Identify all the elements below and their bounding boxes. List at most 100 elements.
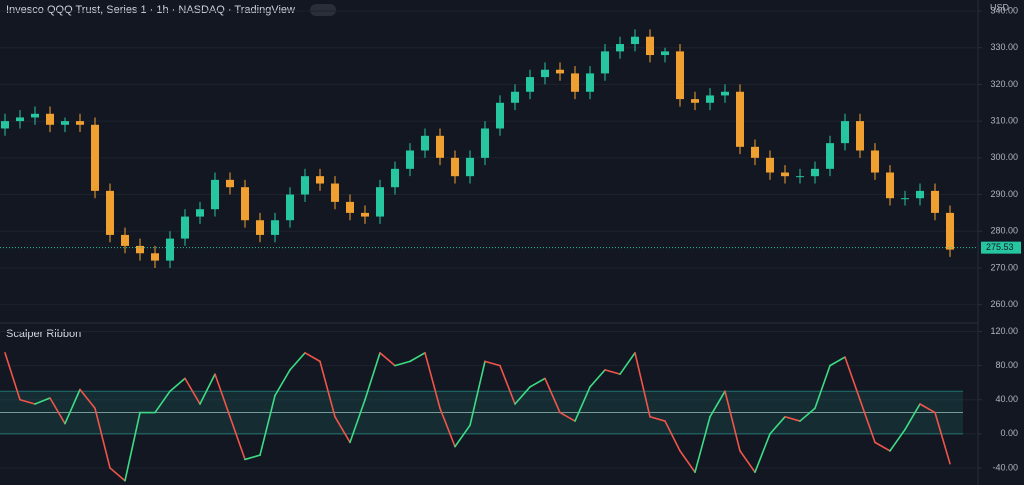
candle-body bbox=[331, 183, 339, 202]
y-tick-label: 330.00 bbox=[990, 42, 1018, 52]
ribbon-segment bbox=[814, 364, 831, 410]
candle-body bbox=[346, 201, 354, 213]
candle-body bbox=[526, 77, 534, 92]
ribbon-segment bbox=[739, 450, 756, 474]
ribbon-segment bbox=[409, 352, 426, 363]
candle-body bbox=[811, 168, 819, 177]
candle-body bbox=[406, 150, 414, 169]
ribbon-segment bbox=[709, 390, 726, 418]
ribbon-segment bbox=[469, 360, 486, 427]
candle-body bbox=[301, 176, 309, 195]
ribbon-segment bbox=[484, 360, 501, 367]
ribbon-segment bbox=[379, 352, 396, 367]
ribbon-segment bbox=[289, 352, 306, 371]
candle-body bbox=[721, 91, 729, 96]
ribbon-segment bbox=[559, 411, 576, 422]
ribbon-segment bbox=[769, 415, 786, 435]
y-tick-label: 340.00 bbox=[990, 5, 1018, 15]
ribbon-segment bbox=[634, 352, 651, 418]
candle-body bbox=[706, 95, 714, 103]
candle-body bbox=[766, 157, 774, 173]
y-tick-label: 300.00 bbox=[990, 152, 1018, 162]
ribbon-segment bbox=[439, 407, 456, 448]
candle-body bbox=[136, 245, 144, 254]
candle-body bbox=[46, 113, 54, 125]
ribbon-segment bbox=[229, 415, 246, 461]
candle-body bbox=[781, 172, 789, 177]
ribbon-segment bbox=[844, 356, 861, 401]
ribbon-segment bbox=[124, 411, 141, 482]
candle-body bbox=[391, 168, 399, 188]
candle-body bbox=[511, 91, 519, 103]
ribbon-segment bbox=[664, 420, 681, 452]
candle-body bbox=[631, 36, 639, 45]
ribbon-segment bbox=[334, 415, 351, 444]
ribbon-segment bbox=[4, 352, 21, 401]
ribbon-segment bbox=[109, 467, 126, 482]
candle-body bbox=[481, 128, 489, 158]
ribbon-segment bbox=[589, 369, 606, 388]
ribbon-segment bbox=[859, 398, 876, 444]
last-price-box bbox=[981, 241, 1021, 254]
ribbon-segment bbox=[154, 390, 171, 414]
candle-body bbox=[106, 190, 114, 235]
ribbon-segment bbox=[364, 352, 381, 401]
ribbon-segment bbox=[784, 415, 801, 422]
candle-body bbox=[61, 121, 69, 125]
candle-body bbox=[571, 73, 579, 92]
candle-body bbox=[376, 187, 384, 217]
candle-body bbox=[541, 69, 549, 78]
y-tick-label: 120.00 bbox=[990, 326, 1018, 336]
ribbon-segment bbox=[619, 352, 636, 375]
ribbon-segment bbox=[244, 454, 261, 461]
candle-body bbox=[556, 69, 564, 74]
candle-body bbox=[826, 143, 834, 169]
candle-body bbox=[166, 238, 174, 261]
candle-body bbox=[871, 150, 879, 173]
ribbon-segment bbox=[889, 428, 906, 452]
candle-body bbox=[601, 51, 609, 74]
currency: USD bbox=[990, 2, 1010, 12]
last-price-label: 275.53 bbox=[986, 242, 1014, 252]
candle-body bbox=[736, 91, 744, 147]
candle-body bbox=[91, 124, 99, 191]
y-tick-label: -40.00 bbox=[992, 462, 1018, 472]
candle-body bbox=[946, 212, 954, 250]
ribbon-segment bbox=[649, 415, 666, 422]
ribbon-segment bbox=[304, 352, 321, 363]
chart-title: Invesco QQQ Trust, Series 1 · 1h · NASDA… bbox=[6, 4, 295, 16]
ribbon-segment bbox=[829, 356, 846, 367]
ribbon-segment bbox=[529, 377, 546, 388]
ribbon-segment bbox=[79, 388, 96, 410]
status-pill[interactable] bbox=[310, 4, 336, 16]
candle-body bbox=[16, 117, 24, 122]
candle-body bbox=[451, 157, 459, 177]
ribbon-segment bbox=[349, 398, 366, 444]
ribbon-segment bbox=[544, 377, 561, 414]
candle-body bbox=[586, 73, 594, 92]
candle-body bbox=[316, 176, 324, 184]
candle-body bbox=[466, 157, 474, 177]
candle-body bbox=[436, 135, 444, 158]
candle-body bbox=[886, 172, 894, 199]
indicator-title: Scalper Ribbon bbox=[6, 328, 81, 340]
candle-body bbox=[841, 121, 849, 144]
ribbon-segment bbox=[274, 369, 291, 397]
ribbon-segment bbox=[319, 360, 336, 418]
candle-body bbox=[916, 190, 924, 199]
candle-body bbox=[796, 176, 804, 178]
ribbon-segment bbox=[904, 403, 921, 431]
candle-body bbox=[616, 44, 624, 52]
y-tick-label: 280.00 bbox=[990, 226, 1018, 236]
candle-body bbox=[646, 36, 654, 56]
ribbon-segment bbox=[34, 397, 51, 405]
candle-body bbox=[856, 121, 864, 151]
ribbon-segment bbox=[424, 352, 441, 410]
candle-body bbox=[421, 135, 429, 151]
candle-body bbox=[271, 220, 279, 235]
ribbon-segment bbox=[454, 424, 471, 448]
y-tick-label: 310.00 bbox=[990, 116, 1018, 126]
candle-body bbox=[181, 216, 189, 239]
ribbon-segment bbox=[49, 397, 66, 425]
y-tick-label: 290.00 bbox=[990, 189, 1018, 199]
